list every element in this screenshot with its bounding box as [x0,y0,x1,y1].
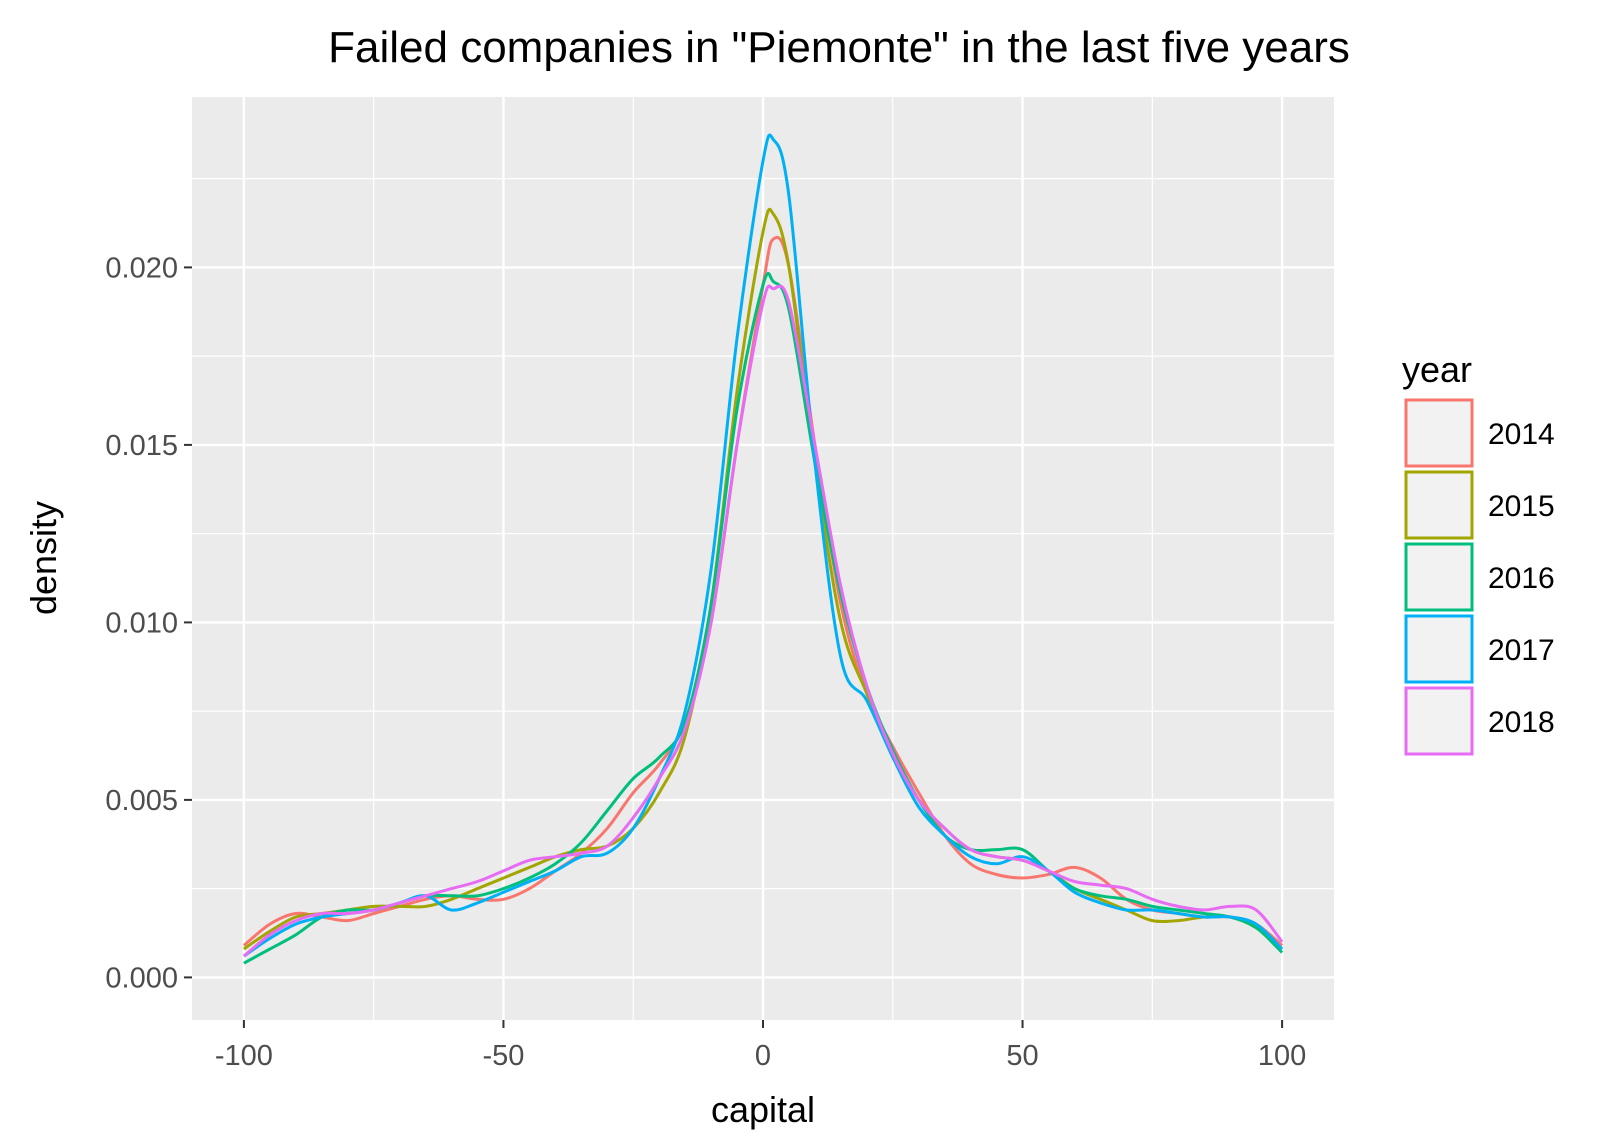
legend-label-2014: 2014 [1488,418,1555,451]
y-tick-label: 0.000 [105,962,178,994]
grid [192,97,1334,1020]
x-tick-label: 100 [1258,1040,1306,1072]
chart-title: Failed companies in "Piemonte" in the la… [328,23,1350,72]
legend-title: year [1402,349,1472,390]
y-tick-label: 0.015 [105,430,178,462]
x-tick-label: 50 [1006,1040,1038,1072]
x-axis: -100 -50 0 50 100 [215,1020,1306,1072]
legend-key-2015 [1404,470,1474,540]
y-tick-label: 0.005 [105,785,178,817]
series-line-2015 [243,207,1284,951]
y-tick-label: 0.010 [105,607,178,639]
legend-label-2015: 2015 [1488,490,1555,523]
x-tick-label: -100 [215,1040,273,1072]
legend-key-2017 [1404,614,1474,684]
legend-label-2017: 2017 [1488,634,1555,667]
x-axis-title: capital [711,1089,815,1130]
y-axis: 0.000 0.005 0.010 0.015 0.020 [105,252,192,994]
legend-label-2018: 2018 [1488,706,1555,739]
legend-label-2016: 2016 [1488,562,1555,595]
legend-key-2016 [1404,542,1474,612]
legend-key-2014 [1404,398,1474,468]
y-axis-title: density [23,501,64,615]
legend: year 2014 2015 2016 2017 2018 [1402,349,1555,756]
legend-key-2018 [1404,686,1474,756]
density-lines [242,133,1284,965]
y-tick-label: 0.020 [105,252,178,284]
series-line-2017 [243,133,1284,958]
x-tick-label: 0 [755,1040,771,1072]
series-line-2018 [242,284,1284,958]
x-tick-label: -50 [482,1040,524,1072]
